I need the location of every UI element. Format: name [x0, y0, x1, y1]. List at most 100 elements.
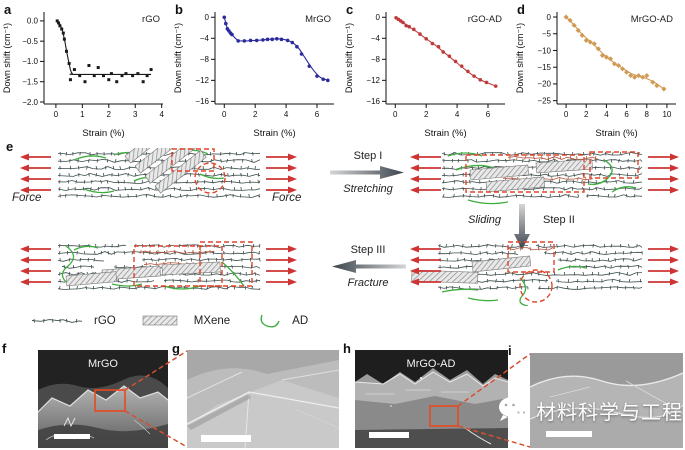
panel-letter-a: a: [4, 2, 12, 17]
svg-text:0: 0: [54, 110, 59, 119]
mxene-block: [124, 148, 177, 164]
schematic-slid-state: [410, 241, 679, 306]
highlight-dashed-rect: [507, 241, 555, 273]
panel-letter-d: d: [517, 2, 525, 17]
svg-text:6: 6: [486, 110, 491, 119]
mxene-block: [65, 271, 118, 287]
highlight-dashed-rect: [199, 241, 253, 287]
axes: [40, 12, 163, 108]
tick-labels: 0 1 2 3 4 0.0 −0.5 −1.0 −1.5 −2.0: [22, 17, 164, 119]
rgo-sheets-highlighted: [507, 246, 554, 251]
y-axis-label: Down shift (cm⁻¹): [344, 23, 354, 93]
sem-image-mrgo-zoom: [187, 350, 339, 448]
svg-text:0: 0: [205, 13, 210, 22]
step1-name: Step I: [353, 150, 383, 162]
chart-panel-rgo: a 0 1 2 3 4 0.0 −0.5 −1.0 −1.5 −2.0 Down shift (cm…: [0, 0, 171, 140]
svg-text:−0.5: −0.5: [22, 37, 38, 46]
step3-left-arrow-icon: [332, 260, 406, 273]
step1-block: Step I Stretching: [326, 150, 410, 195]
panel-letter-e: e: [6, 139, 14, 154]
svg-text:4: 4: [604, 110, 609, 119]
wechat-logo-icon: [499, 397, 530, 425]
axes: [211, 12, 334, 108]
highlight-rect-h: [429, 405, 459, 427]
y-axis-label: Down shift (cm⁻¹): [2, 23, 12, 93]
svg-text:−12: −12: [195, 76, 209, 85]
schematic-fractured-state: [20, 241, 297, 290]
svg-text:0.0: 0.0: [27, 17, 39, 26]
svg-text:−8: −8: [371, 55, 381, 64]
svg-text:0: 0: [222, 110, 227, 119]
scale-bar-i: [546, 431, 592, 437]
panel-letter-f: f: [2, 341, 7, 356]
series-label: MrGO: [305, 14, 331, 25]
x-axis-label: Strain (%): [595, 128, 637, 139]
highlight-dashed-rect: [465, 154, 585, 193]
svg-text:−16: −16: [366, 97, 380, 106]
highlight-dashed-circle: [519, 269, 553, 303]
force-label-right: Force: [272, 192, 302, 204]
tick-labels: 0 2 4 6 0 −4 −8 −12 −16: [195, 13, 319, 119]
step1-caption: Stretching: [343, 183, 393, 195]
highlight-dashed-rect: [589, 151, 639, 179]
legend-label-rgo: rGO: [94, 314, 116, 327]
step2-name: Step II: [543, 214, 575, 226]
fit-line: [223, 17, 328, 81]
panel-letter-c: c: [346, 2, 354, 17]
step3-caption: Fracture: [347, 277, 389, 289]
data-points: [394, 15, 498, 88]
scale-bar-h: [369, 432, 409, 438]
ad-chains: [441, 265, 587, 306]
ad-chain-icon: [260, 314, 280, 328]
series-label: rGO: [142, 14, 160, 25]
sem-section: f g h i MrGO: [0, 338, 685, 450]
schematic-stretched-state: [410, 151, 679, 205]
svg-text:2: 2: [107, 110, 112, 119]
svg-text:2: 2: [253, 110, 258, 119]
data-points: [222, 15, 330, 83]
svg-text:4: 4: [284, 110, 289, 119]
panel-letter-i: i: [508, 343, 512, 358]
scale-bar-g: [201, 435, 251, 442]
svg-text:−25: −25: [537, 96, 551, 105]
mxene-block: [471, 255, 532, 273]
y-axis-label: Down shift (cm⁻¹): [173, 23, 183, 93]
watermark: 材料科学与工程: [497, 395, 683, 425]
svg-text:−4: −4: [371, 34, 381, 43]
highlight-dashed-rect: [133, 245, 223, 287]
schematic-section: e Force Force Step I Stretching Sliding …: [0, 140, 685, 338]
tick-labels: 0 2 4 6 8 10 0 −5 −10 −15 −20 −25: [537, 13, 671, 119]
svg-text:−1.5: −1.5: [22, 78, 38, 87]
watermark-text: 材料科学与工程: [536, 401, 683, 424]
step2-caption: Sliding: [468, 214, 502, 226]
legend-label-ad: AD: [292, 314, 309, 327]
step2-block: Sliding Step II: [468, 204, 575, 251]
svg-text:0: 0: [376, 13, 381, 22]
panel-letter-b: b: [175, 2, 183, 17]
ad-chains: [61, 245, 245, 290]
svg-text:6: 6: [315, 110, 320, 119]
sem-image-mrgo: MrGO: [38, 350, 168, 448]
highlight-dashed-circle: [194, 162, 226, 194]
highlight-rect-f: [94, 389, 126, 412]
chart-panel-mrgo: b 0 2 4 6 0 −4 −8 −12 −16 Down shift (cm⁻¹) Strain…: [171, 0, 342, 140]
x-axis-label: Strain (%): [82, 128, 124, 139]
step3-block: Step III Fracture: [326, 244, 410, 289]
chart-rgo: 0 1 2 3 4 0.0 −0.5 −1.0 −1.5 −2.0 Down shift (cm⁻¹…: [2, 12, 164, 139]
panel-letter-h: h: [343, 341, 351, 356]
highlight-dashed-rect: [171, 148, 215, 172]
fit-line: [565, 16, 665, 90]
svg-text:10: 10: [662, 110, 671, 119]
axes: [553, 12, 676, 108]
chart-panel-mrgo-ad: d 0 2 4 6 8 10 0 −5 −10 −15 −20 −25 Down shift (cm⁻¹…: [513, 0, 684, 140]
mxene-block: [535, 158, 593, 174]
x-axis-label: Strain (%): [424, 128, 466, 139]
svg-text:−2.0: −2.0: [22, 98, 38, 107]
svg-text:0: 0: [393, 110, 398, 119]
x-axis-label: Strain (%): [253, 128, 295, 139]
svg-text:4: 4: [159, 110, 164, 119]
data-points: [55, 19, 153, 84]
svg-text:1: 1: [80, 110, 85, 119]
mxene-block: [144, 148, 197, 184]
